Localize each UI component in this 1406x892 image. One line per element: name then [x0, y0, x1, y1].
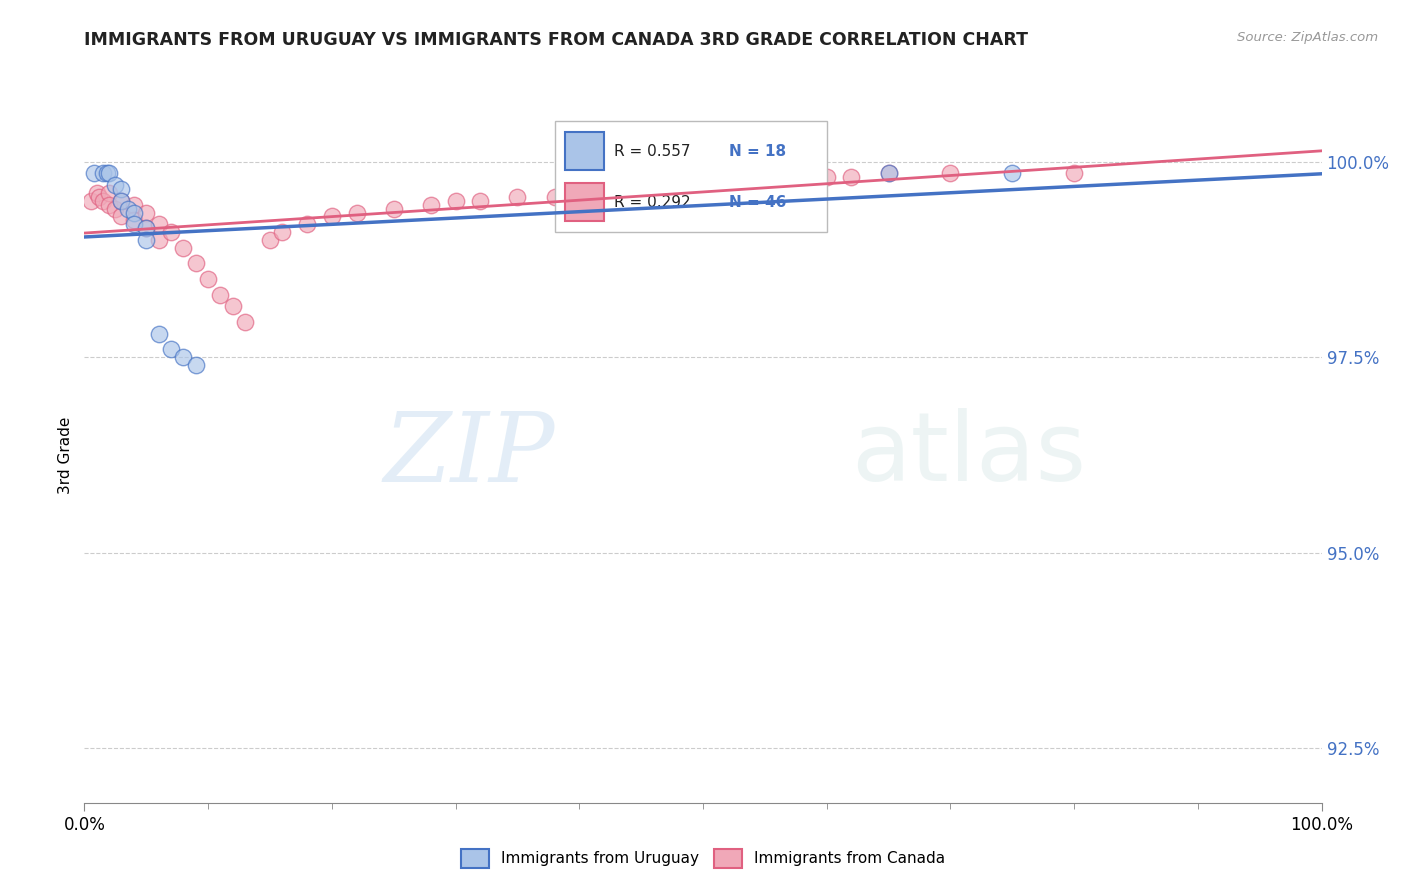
Point — [470, 194, 492, 208]
Point — [110, 194, 132, 208]
Point — [122, 198, 145, 212]
Y-axis label: 3rd Grade: 3rd Grade — [58, 417, 73, 493]
Point — [135, 221, 157, 235]
Point — [346, 205, 368, 219]
Point — [96, 166, 118, 180]
Point — [148, 233, 170, 247]
Point — [692, 178, 714, 193]
Point — [104, 202, 127, 216]
Point — [321, 210, 343, 224]
Point — [98, 166, 121, 180]
Point — [184, 358, 207, 372]
Point — [160, 343, 183, 357]
Point — [259, 233, 281, 247]
Text: Source: ZipAtlas.com: Source: ZipAtlas.com — [1237, 31, 1378, 45]
Point — [135, 205, 157, 219]
Point — [89, 190, 111, 204]
Point — [122, 205, 145, 219]
Point — [110, 194, 132, 208]
Point — [110, 182, 132, 196]
Point — [444, 194, 467, 208]
Point — [91, 194, 114, 208]
Point — [98, 198, 121, 212]
Point — [160, 225, 183, 239]
Point — [271, 225, 294, 239]
Point — [233, 315, 256, 329]
Point — [666, 182, 689, 196]
Point — [790, 174, 813, 188]
Text: IMMIGRANTS FROM URUGUAY VS IMMIGRANTS FROM CANADA 3RD GRADE CORRELATION CHART: IMMIGRANTS FROM URUGUAY VS IMMIGRANTS FR… — [84, 31, 1028, 49]
Point — [841, 170, 863, 185]
Text: atlas: atlas — [852, 409, 1087, 501]
Point — [148, 326, 170, 341]
Point — [222, 299, 245, 313]
Point — [1001, 166, 1024, 180]
Text: ZIP: ZIP — [384, 408, 554, 502]
Point — [91, 166, 114, 180]
Point — [122, 217, 145, 231]
Point — [172, 350, 194, 364]
Point — [148, 217, 170, 231]
Point — [110, 210, 132, 224]
Point — [295, 217, 318, 231]
Legend: Immigrants from Uruguay, Immigrants from Canada: Immigrants from Uruguay, Immigrants from… — [454, 841, 952, 875]
Point — [86, 186, 108, 200]
Point — [754, 174, 776, 188]
Point — [98, 186, 121, 200]
Point — [1063, 166, 1085, 180]
Point — [419, 198, 441, 212]
Point — [122, 213, 145, 227]
Point — [83, 166, 105, 180]
Point — [184, 256, 207, 270]
Point — [104, 178, 127, 193]
Point — [877, 166, 900, 180]
Point — [877, 166, 900, 180]
Point — [197, 272, 219, 286]
Point — [382, 202, 405, 216]
Point — [135, 221, 157, 235]
Point — [815, 170, 838, 185]
Point — [939, 166, 962, 180]
Point — [135, 233, 157, 247]
Point — [717, 178, 740, 193]
Point — [172, 241, 194, 255]
Point — [568, 186, 591, 200]
Point — [506, 190, 529, 204]
Point — [630, 182, 652, 196]
Point — [543, 190, 565, 204]
Point — [79, 194, 101, 208]
Point — [209, 287, 232, 301]
Point — [593, 186, 616, 200]
Point — [117, 202, 139, 216]
